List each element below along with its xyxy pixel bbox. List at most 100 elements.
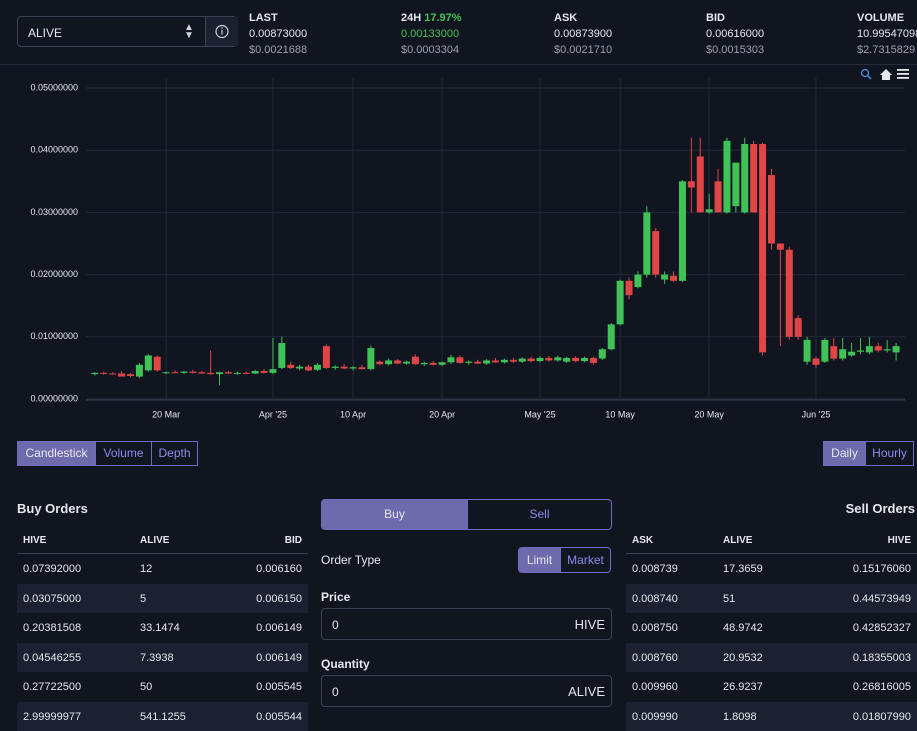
candle-body	[305, 366, 313, 371]
buy-tab[interactable]: Buy	[321, 499, 468, 530]
candle-body	[358, 367, 366, 370]
pair-name: ALIVE	[28, 26, 63, 40]
candle-body	[420, 362, 428, 365]
price-input[interactable]: 0 HIVE	[321, 608, 612, 640]
x-tick-label: 10 May	[605, 409, 635, 419]
candle-body	[287, 364, 295, 368]
x-tick-label: 20 Apr	[429, 409, 455, 419]
stat-label: LAST	[249, 12, 278, 24]
candle-body	[109, 373, 117, 375]
interval-tab[interactable]: Daily	[823, 441, 866, 466]
buy-orders-title: Buy Orders	[17, 501, 88, 516]
candle-body	[322, 346, 330, 368]
candle-body	[500, 359, 508, 363]
candle-body	[340, 366, 348, 369]
sell-tab[interactable]: Sell	[467, 499, 612, 530]
candle-body	[349, 367, 357, 369]
limit-option[interactable]: Limit	[518, 547, 561, 573]
order-row: 0.008750 48.9742 0.42852327	[626, 613, 917, 642]
cell: ALIVE	[723, 535, 753, 546]
candle-body	[616, 280, 624, 325]
candle-body	[759, 143, 767, 353]
candle-body	[527, 358, 535, 362]
chart-tab[interactable]: Candlestick	[17, 441, 96, 466]
candle-body	[100, 372, 108, 374]
cell: 0.18355003	[852, 651, 911, 664]
cell: 12	[140, 563, 153, 575]
candle-body	[892, 346, 900, 353]
cell: 0.006160	[256, 563, 302, 575]
candle-body	[376, 361, 384, 365]
candle-body	[785, 249, 793, 337]
candle-body	[696, 156, 704, 213]
order-type-label: Order Type	[321, 553, 381, 567]
candle-body	[162, 372, 170, 374]
candle-body	[839, 349, 847, 359]
chart-tab[interactable]: Depth	[151, 441, 198, 466]
candle-body	[198, 372, 206, 374]
order-row: 0.008760 20.9532 0.18355003	[626, 642, 917, 672]
cell: 51	[723, 592, 736, 605]
candle-body	[260, 371, 268, 373]
stat-label: BID	[706, 12, 725, 24]
cell: 0.008740	[632, 592, 678, 605]
candle-body	[278, 343, 286, 368]
info-button[interactable]	[205, 17, 238, 46]
quantity-unit: ALIVE	[568, 684, 605, 699]
candle-body	[465, 361, 473, 363]
quantity-value: 0	[332, 685, 339, 699]
stat-usd: $0.0015303	[706, 44, 765, 56]
x-tick-label: May '25	[524, 409, 555, 419]
candle-body	[269, 369, 277, 373]
cell: 0.008750	[632, 622, 678, 634]
cell: 1.8098	[723, 710, 757, 723]
stat-value: 0.00616000	[706, 28, 765, 40]
candle-body	[687, 181, 695, 188]
cell: 48.9742	[723, 622, 763, 634]
header-row: ASK ALIVE HIVE	[626, 526, 917, 554]
cell: 0.009990	[632, 710, 678, 723]
candle-body	[856, 350, 864, 352]
candle-body	[242, 372, 250, 374]
chart-tab[interactable]: Volume	[95, 441, 152, 466]
candle-body	[750, 143, 758, 213]
pair-select[interactable]: ALIVE ▲ ▼	[17, 16, 238, 47]
x-tick-label: Jun '25	[802, 409, 831, 419]
candle-body	[865, 346, 873, 353]
stat-value: 0.00873000	[249, 28, 308, 40]
cell: 2.99999977	[23, 710, 82, 723]
stat: LAST 0.00873000 $0.0021688	[249, 10, 307, 58]
stat-usd: $2.7315829	[857, 44, 916, 56]
cell: ASK	[632, 535, 654, 546]
cell: 0.44573949	[852, 592, 911, 605]
candle-body	[563, 357, 571, 362]
candle-body	[189, 371, 197, 373]
candle-body	[670, 275, 678, 281]
cell: 0.005545	[256, 681, 302, 693]
candle-body	[652, 231, 660, 275]
stat-value: 0.00133000	[401, 28, 460, 40]
candle-body	[251, 371, 259, 374]
order-row: 0.03075000 5 0.006150	[17, 583, 308, 613]
candle-body	[848, 351, 856, 356]
chart-toolbar[interactable]	[860, 68, 910, 80]
cell: ALIVE	[140, 535, 170, 546]
x-tick-label: 20 May	[694, 409, 724, 419]
candle-body	[153, 356, 161, 371]
interval-tab[interactable]: Hourly	[865, 441, 914, 466]
cell: 7.3938	[140, 651, 174, 664]
candle-body	[367, 347, 375, 370]
x-tick-label: Apr '25	[259, 409, 287, 419]
candle-body	[732, 162, 740, 207]
candle-body	[180, 371, 188, 373]
candle-body	[171, 372, 179, 374]
quantity-input[interactable]: 0 ALIVE	[321, 675, 612, 707]
cell: 20.9532	[723, 651, 763, 664]
candle-body	[581, 357, 589, 362]
stat-label: ASK	[554, 12, 578, 24]
stat: BID 0.00616000 $0.0015303	[706, 10, 764, 58]
candle-body	[385, 360, 393, 365]
candle-body	[812, 358, 820, 365]
candle-body	[296, 366, 304, 369]
market-option[interactable]: Market	[560, 547, 611, 573]
